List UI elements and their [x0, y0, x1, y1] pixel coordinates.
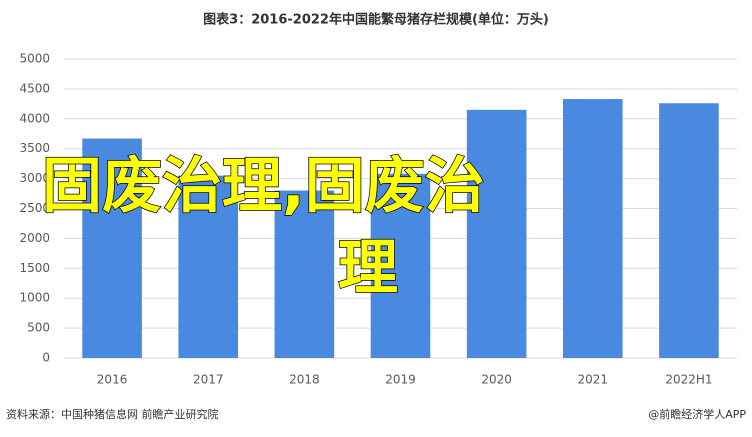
y-tick-label: 1000 [19, 291, 50, 305]
y-tick-label: 2000 [19, 231, 50, 245]
bar [178, 175, 239, 358]
chart-title: 图表3：2016-2022年中国能繁母猪存栏规模(单位：万头) [203, 12, 549, 28]
x-tick-label: 2018 [289, 373, 320, 387]
bar [562, 99, 623, 358]
y-tick-label: 0 [42, 351, 50, 365]
x-tick-label: 2016 [97, 373, 128, 387]
credit: @前瞻经济学人APP [648, 407, 746, 421]
bar [82, 138, 142, 358]
bar [659, 103, 719, 358]
y-tick-label: 4000 [19, 111, 50, 125]
x-tick-label: 2017 [193, 373, 224, 387]
source: 资料来源：中国种猪信息网 前瞻产业研究院 [6, 407, 219, 421]
y-tick-label: 2500 [19, 201, 50, 215]
y-tick-label: 4500 [19, 81, 50, 95]
y-tick-label: 3500 [19, 141, 50, 155]
x-tick-label: 2019 [385, 373, 416, 387]
bar [370, 173, 431, 358]
y-tick-label: 5000 [19, 52, 50, 66]
overlay-text: 理 [338, 234, 398, 304]
y-tick-label: 3000 [19, 171, 50, 185]
x-tick-label: 2022H1 [665, 373, 712, 387]
overlay-text: 固废治理,固废治 [42, 152, 485, 222]
y-tick-label: 1500 [19, 261, 50, 275]
bar [466, 109, 527, 358]
x-tick-label: 2021 [578, 373, 609, 387]
x-tick-label: 2020 [481, 373, 512, 387]
y-tick-label: 500 [27, 321, 50, 335]
bar [274, 190, 335, 358]
